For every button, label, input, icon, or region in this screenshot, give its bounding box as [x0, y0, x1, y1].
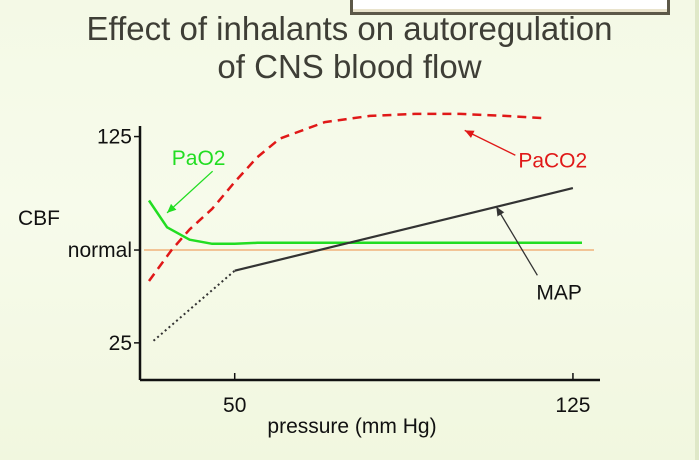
slide-title-line-1: Effect of inhalants on autoregulation: [86, 10, 613, 47]
y-tick-label-125: 125: [97, 126, 132, 149]
annotation-arrow-map: [495, 206, 538, 276]
annotation-label-paco2: PaCO2: [518, 149, 587, 172]
series-line-pao2: [147, 199, 582, 246]
annotation-arrow-pao2: [166, 170, 214, 214]
series-line-paco2: [147, 112, 542, 282]
annotation-label-map: MAP: [536, 281, 582, 304]
annotation-label-pao2: PaO2: [172, 147, 226, 170]
series-line-map-dotted: [152, 269, 236, 342]
slide-title: Effect of inhalants on autoregulation of…: [0, 10, 699, 86]
slide-edge: [695, 0, 699, 460]
y-tick-label-normal: normal: [68, 239, 132, 262]
x-tick-label-50: 50: [223, 394, 246, 417]
x-tick-label-125: 125: [555, 394, 590, 417]
y-axis-title: CBF: [18, 207, 60, 230]
slide-title-line-2: of CNS blood flow: [217, 48, 482, 85]
x-axis-title: pressure (mm Hg): [267, 415, 436, 438]
y-tick-label-25: 25: [109, 332, 132, 355]
series-line-map: [234, 187, 574, 272]
annotation-arrow-paco2: [464, 129, 516, 156]
picture-frame: [350, 0, 670, 15]
